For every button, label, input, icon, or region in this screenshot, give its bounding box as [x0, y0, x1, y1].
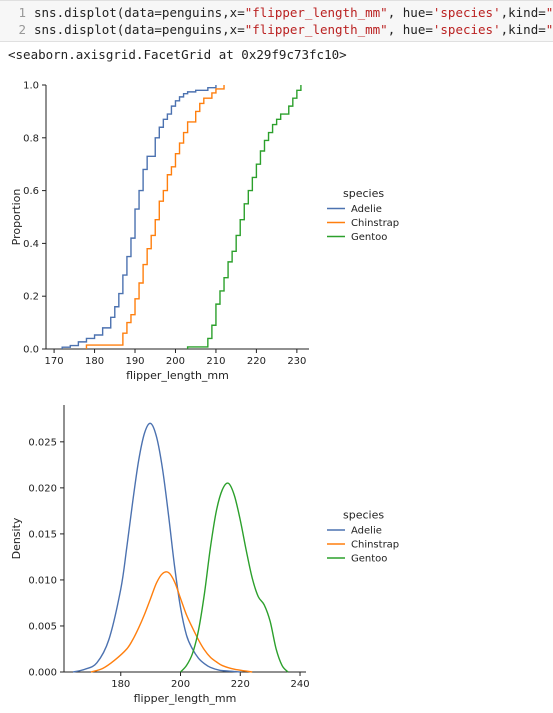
x-tick-label: 200 — [171, 679, 190, 690]
series-line-chinstrap — [85, 85, 225, 349]
x-tick-label: 180 — [111, 679, 130, 690]
y-tick-label: 0.025 — [28, 437, 57, 448]
kde-chart: 180 200 220 240 0.000 0.005 0.010 0.015 0.020 0.0… — [10, 405, 399, 705]
code-string-token: "kde" — [545, 22, 553, 37]
y-tick-label: 0.015 — [28, 529, 57, 540]
y-tick-label: 0.005 — [28, 621, 57, 632]
x-tick-label: 190 — [125, 356, 144, 367]
legend-title: species — [343, 509, 384, 522]
x-axis-label: flipper_length_mm — [134, 692, 237, 705]
legend-entry-chinstrap: Chinstrap — [351, 218, 399, 229]
x-tick-label: 200 — [166, 356, 185, 367]
legend-entry-gentoo: Gentoo — [351, 554, 387, 565]
legend-entry-adelie: Adelie — [351, 526, 382, 537]
x-tick-label: 180 — [85, 356, 104, 367]
x-tick-label: 230 — [287, 356, 306, 367]
y-tick-label: 0.000 — [28, 668, 57, 679]
x-tick-label: 210 — [206, 356, 225, 367]
code-token: ,kind= — [500, 22, 546, 37]
code-token: , hue= — [387, 5, 433, 20]
line-number: 2 — [18, 22, 26, 37]
code-string-token: "ecdf" — [545, 5, 553, 20]
series-line-adelie — [61, 85, 217, 349]
x-tick-label: 240 — [290, 679, 309, 690]
series-line-gentoo — [180, 482, 289, 673]
ecdf-chart: 170 180 190 200 210 220 230 0.0 0.2 0.4 0.6 0.8 1.0 f… — [10, 81, 399, 383]
y-tick-label: 0.4 — [23, 239, 39, 250]
series-line-adelie — [72, 422, 241, 673]
code-line-1[interactable]: 1 sns.displot(data=penguins,x="flipper_le… — [0, 5, 553, 21]
code-token: sns.displot(data=penguins,x= — [34, 22, 245, 37]
y-tick-label: 0.0 — [23, 345, 39, 356]
legend-entry-chinstrap: Chinstrap — [351, 540, 399, 551]
code-token: ,kind= — [500, 5, 546, 20]
x-tick-label: 220 — [231, 679, 250, 690]
code-string-token: "flipper_length_mm" — [244, 22, 388, 37]
x-tick-label: 170 — [45, 356, 64, 367]
legend-title: species — [343, 187, 384, 200]
code-string-token: 'species' — [432, 22, 501, 37]
code-line-2[interactable]: 2 sns.displot(data=penguins,x="flipper_le… — [0, 22, 553, 38]
y-tick-label: 1.0 — [23, 81, 39, 92]
code-string-token: 'species' — [432, 5, 501, 20]
y-tick-label: 0.2 — [23, 292, 39, 303]
code-token: , hue= — [387, 22, 433, 37]
legend-entry-gentoo: Gentoo — [351, 232, 387, 243]
output-text: <seaborn.axisgrid.FacetGrid at 0x29f9c73… — [8, 47, 347, 62]
y-tick-label: 0.8 — [23, 133, 39, 144]
x-tick-label: 220 — [247, 356, 266, 367]
y-tick-label: 0.6 — [23, 186, 39, 197]
series-line-gentoo — [186, 85, 302, 349]
series-line-chinstrap — [90, 571, 253, 673]
y-tick-label: 0.020 — [28, 483, 57, 494]
legend-entry-adelie: Adelie — [351, 204, 382, 215]
line-number: 1 — [18, 5, 26, 20]
y-axis-label: Proportion — [10, 189, 23, 246]
y-axis-label: Density — [10, 517, 23, 559]
y-tick-label: 0.010 — [28, 575, 57, 586]
code-token: sns.displot(data=penguins,x= — [34, 5, 245, 20]
code-cell[interactable]: 1 sns.displot(data=penguins,x="flipper_le… — [0, 0, 553, 42]
code-string-token: "flipper_length_mm" — [244, 5, 388, 20]
x-axis-label: flipper_length_mm — [126, 369, 229, 382]
